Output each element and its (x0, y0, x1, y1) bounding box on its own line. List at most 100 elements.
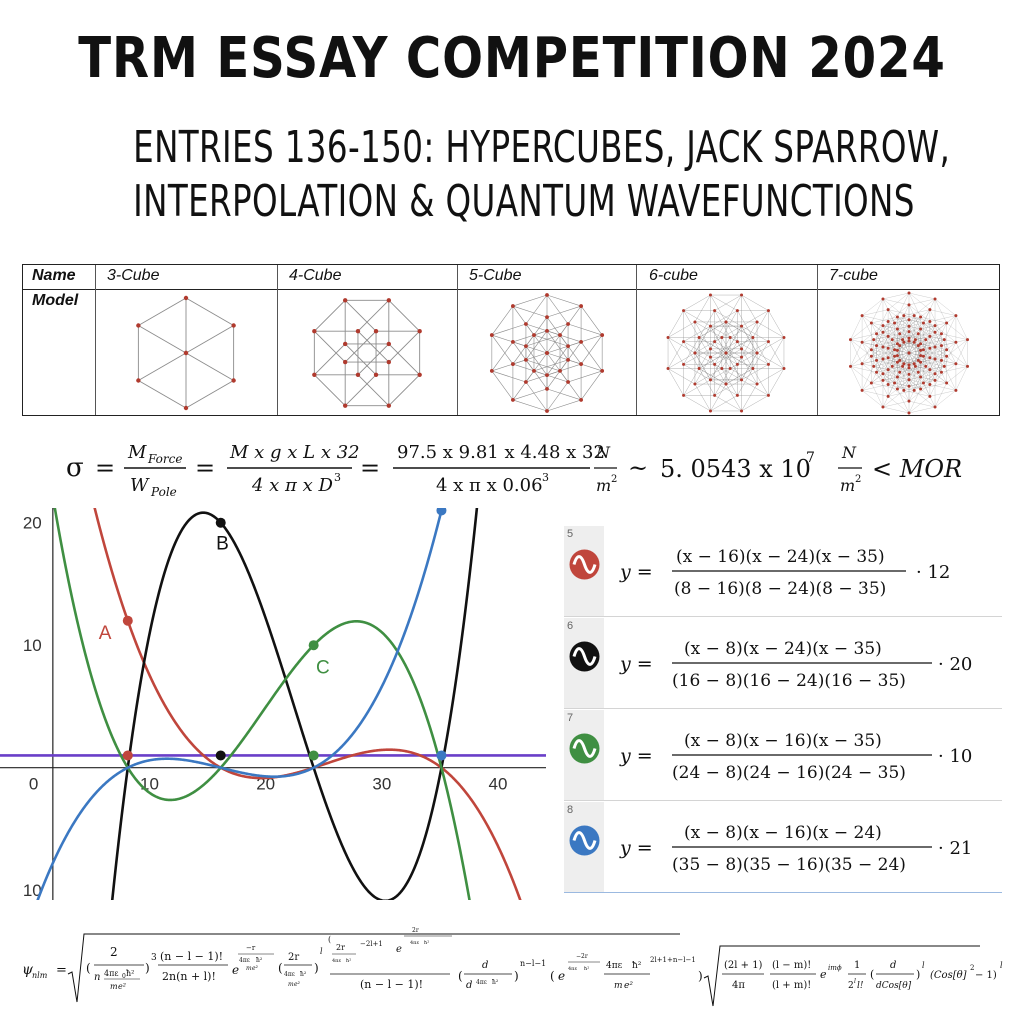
hypercube-vertex (579, 304, 583, 308)
hypercube-edge (512, 341, 548, 354)
hypercube-vertex (933, 378, 937, 382)
hypercube-edge (908, 357, 930, 375)
equation-formula[interactable]: y = (x − 8)(x − 16)(x − 35) (24 − 8)(24 … (614, 716, 994, 796)
hypercube-edge (850, 366, 877, 373)
hypercube-vertex (724, 351, 728, 355)
equals-sign: = (56, 963, 67, 978)
hypercube-vertex (342, 359, 348, 365)
hypercube-vertex (954, 388, 958, 392)
hypercube-vertex (928, 346, 932, 350)
node-point-y1 (215, 750, 226, 761)
hypercube-vertex (919, 360, 923, 364)
wave-toggle-icon[interactable] (568, 824, 601, 857)
y-tick-label: 10 (23, 636, 42, 655)
hypercube-vertex (849, 364, 852, 368)
hypercube-edge (862, 384, 889, 391)
term-l-minus-m: (l − m)! (772, 960, 811, 971)
hypercube-vertex (708, 347, 712, 351)
hypercube-edge (955, 339, 968, 364)
hypercube-edge (714, 348, 742, 365)
equation-formula[interactable]: y = (x − 8)(x − 24)(x − 35) (16 − 8)(16 … (614, 624, 994, 704)
hypercube-vertex (945, 348, 949, 352)
hypercube-edge (533, 359, 569, 372)
equation-row[interactable]: 5 y = (x − 16)(x − 24)(x − 35) (8 − 16)(… (564, 526, 1002, 617)
equation-formula[interactable]: y = (x − 8)(x − 16)(x − 24) (35 − 8)(35 … (614, 808, 994, 888)
hypercube-vertex (860, 340, 864, 344)
hypercube-vertex (682, 393, 686, 397)
exponent: 2 (611, 474, 617, 485)
hypercube-edge (892, 333, 919, 340)
hypercube-edge (546, 294, 569, 325)
hypercube-vertex (373, 328, 379, 334)
hypercube-vertex (907, 366, 911, 370)
paren: ) (314, 961, 319, 975)
hypercube-edge (914, 363, 936, 381)
hypercube-vertex (919, 387, 923, 391)
hypercube-vertex (740, 409, 744, 413)
hypercube-edge (491, 305, 514, 336)
eq-lhs: y = (619, 653, 653, 675)
hypercube-edge (699, 352, 727, 369)
hypercube-vertex (919, 354, 923, 358)
hypercube-5-projection (489, 293, 605, 413)
hypercube-vertex (954, 340, 958, 344)
hypercube-edge (941, 366, 968, 373)
wave-toggle-icon[interactable] (568, 548, 601, 581)
hypercube-edge (768, 310, 785, 338)
hypercube-vertex (386, 341, 392, 347)
hypercube-vertex (916, 370, 920, 374)
column-divider (277, 265, 278, 415)
exponent-combined: 2l+1+n−l−1 (650, 956, 696, 964)
approx-sign: ~ (628, 454, 648, 482)
hypercube-vertex (489, 333, 494, 337)
sqrt-sign (703, 945, 980, 1007)
hypercube-vertex (912, 388, 916, 392)
hypercube-vertex (907, 291, 911, 295)
hypercube-edge (667, 321, 696, 338)
hypercube-vertex (907, 303, 911, 307)
psi-subscript: nlm (32, 971, 48, 980)
hypercube-edge (899, 333, 926, 340)
hypercube-edge (876, 345, 898, 363)
hypercube-edge (768, 368, 785, 396)
term-me: m (110, 982, 118, 991)
hypercube-edge (888, 304, 910, 322)
hypercube-edge (955, 366, 968, 391)
exponent: 7 (806, 450, 815, 466)
hypercube-4-projection (312, 298, 422, 408)
hypercube-edge (546, 330, 582, 343)
term-minus-1: − 1) (975, 970, 997, 981)
hypercube-edge (894, 356, 921, 363)
hypercube-vertex (766, 393, 770, 397)
hypercube-vertex (869, 381, 873, 385)
hypercube-vertex (355, 372, 361, 378)
unit-newton: N (841, 443, 857, 462)
node-point-y1 (122, 750, 133, 761)
equation-row[interactable]: 8 y = (x − 8)(x − 16)(x − 24) (35 − 8)(3… (564, 802, 1002, 893)
term-e2: e² (118, 982, 126, 991)
hypercube-vertex (740, 293, 744, 297)
hypercube-edge (714, 395, 742, 412)
hypercube-edge (920, 382, 947, 390)
hypercube-edge (567, 359, 603, 372)
term-4pie0: 4πε (104, 969, 119, 978)
wave-toggle-icon[interactable] (568, 640, 601, 673)
hypercube-edge (897, 364, 910, 389)
hypercube-vertex (545, 293, 549, 297)
hypercube-vertex (860, 314, 864, 318)
hypercube-edge (934, 325, 956, 343)
hypercube-vertex (511, 304, 515, 308)
hypercube-edge (714, 364, 742, 381)
equation-row[interactable]: 6 y = (x − 8)(x − 24)(x − 35) (16 − 8)(1… (564, 618, 1002, 709)
equation-row[interactable]: 7 y = (x − 8)(x − 16)(x − 35) (24 − 8)(2… (564, 710, 1002, 801)
hypercube-edge (897, 388, 910, 414)
hypercube-edge (546, 399, 582, 412)
hypercube-vertex (532, 369, 536, 373)
hypercube-edge (908, 401, 936, 408)
term-4pie0: 4πε (568, 966, 577, 972)
hypercube-vertex (881, 324, 885, 328)
equation-formula[interactable]: y = (x − 16)(x − 24)(x − 35) (8 − 16)(8 … (614, 532, 994, 612)
hypercube-vertex (511, 340, 515, 344)
values-denominator: 4 x π x 0.06 (436, 475, 543, 496)
wave-toggle-icon[interactable] (568, 732, 601, 765)
